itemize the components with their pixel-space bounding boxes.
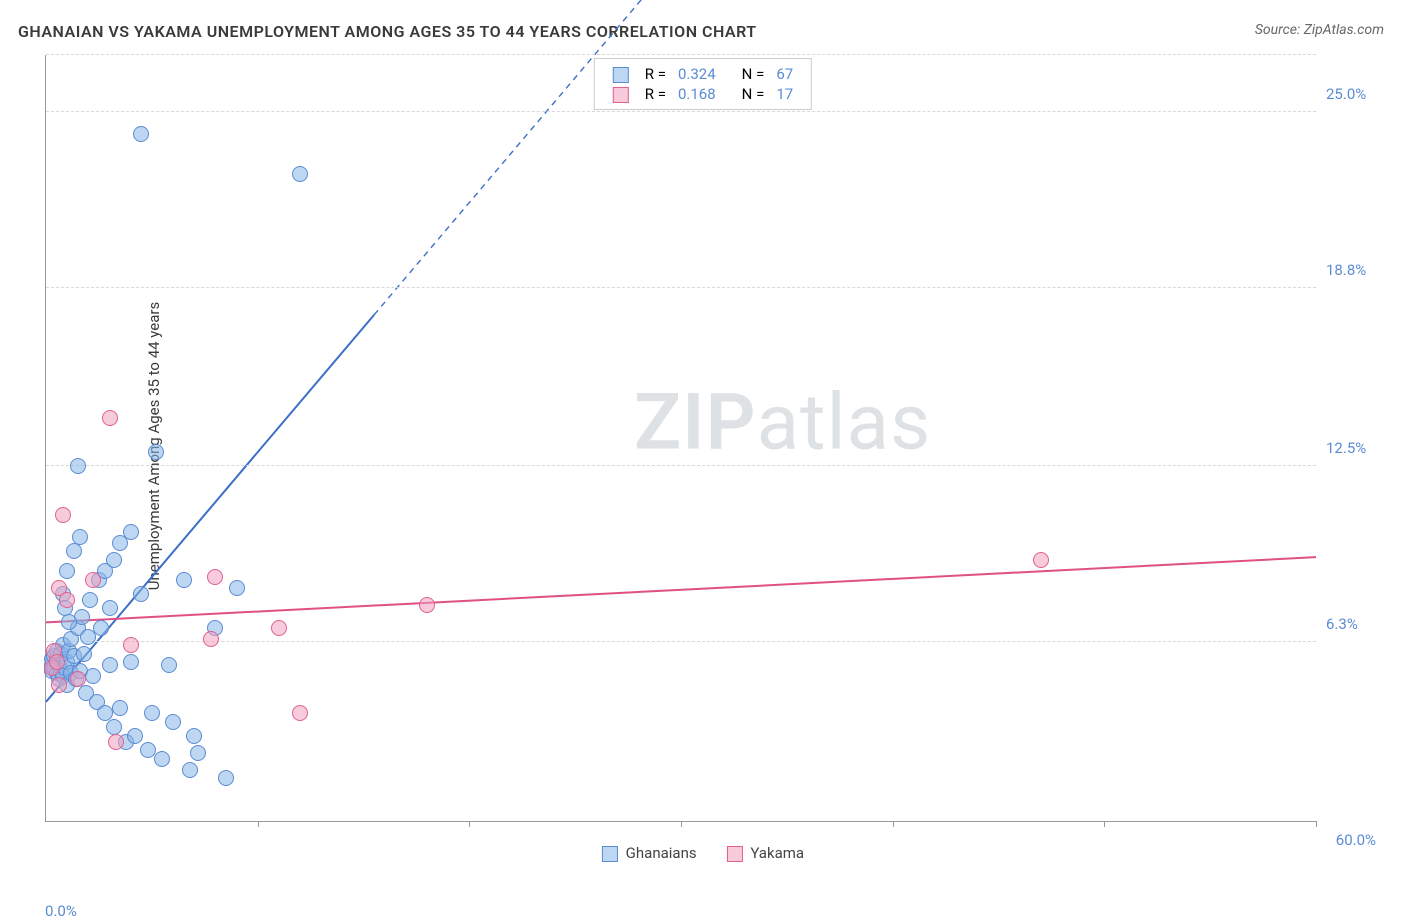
data-point — [123, 637, 139, 653]
data-point — [182, 762, 198, 778]
gridline — [46, 54, 1316, 55]
legend-item: Ghanaians — [602, 844, 697, 862]
gridline — [46, 465, 1316, 466]
r-label: R = — [639, 64, 672, 84]
watermark: ZIPatlas — [634, 377, 931, 468]
data-point — [144, 705, 160, 721]
legend-label: Yakama — [750, 844, 804, 862]
data-point — [59, 563, 75, 579]
data-point — [176, 572, 192, 588]
data-point — [292, 166, 308, 182]
trend-lines — [46, 55, 1316, 821]
legend-label: Ghanaians — [626, 844, 697, 862]
y-tick-label: 25.0% — [1326, 85, 1391, 103]
data-point — [82, 592, 98, 608]
x-tick-min: 0.0% — [45, 902, 77, 920]
data-point — [133, 126, 149, 142]
legend-swatch — [727, 846, 743, 862]
data-point — [292, 705, 308, 721]
legend-swatch — [602, 846, 618, 862]
data-point — [102, 657, 118, 673]
data-point — [190, 745, 206, 761]
r-label: R = — [639, 84, 672, 104]
data-point — [148, 444, 164, 460]
r-value: 0.324 — [672, 64, 722, 84]
data-point — [1033, 552, 1049, 568]
data-point — [133, 586, 149, 602]
series-legend: Ghanaians Yakama — [602, 844, 804, 862]
y-tick-label: 12.5% — [1326, 439, 1391, 457]
data-point — [51, 677, 67, 693]
data-point — [70, 671, 86, 687]
trend-line-dashed — [374, 0, 1316, 315]
data-point — [102, 600, 118, 616]
data-point — [186, 728, 202, 744]
data-point — [55, 507, 71, 523]
legend-row: R =0.324 N =67 — [607, 64, 799, 84]
data-point — [59, 592, 75, 608]
data-point — [102, 410, 118, 426]
x-tick-mark — [1104, 821, 1105, 827]
x-tick-mark — [681, 821, 682, 827]
data-point — [271, 620, 287, 636]
plot-area: ZIPatlas 6.3%12.5%18.8%25.0%60.0% — [45, 55, 1316, 822]
legend-item: Yakama — [727, 844, 804, 862]
x-tick-mark — [1316, 821, 1317, 827]
source-label: Source: ZipAtlas.com — [1255, 22, 1384, 38]
gridline — [46, 111, 1316, 112]
n-label: N = — [736, 64, 771, 84]
data-point — [108, 734, 124, 750]
data-point — [85, 668, 101, 684]
data-point — [112, 700, 128, 716]
data-point — [123, 524, 139, 540]
y-tick-label: 18.8% — [1326, 261, 1391, 279]
legend-swatch — [613, 67, 629, 83]
data-point — [218, 770, 234, 786]
gridline — [46, 641, 1316, 642]
data-point — [203, 631, 219, 647]
data-point — [123, 654, 139, 670]
data-point — [72, 529, 88, 545]
x-tick-max: 60.0% — [1336, 831, 1376, 849]
data-point — [207, 569, 223, 585]
n-value: 67 — [770, 64, 799, 84]
n-label: N = — [736, 84, 771, 104]
data-point — [106, 552, 122, 568]
gridline — [46, 287, 1316, 288]
data-point — [61, 614, 77, 630]
data-point — [419, 597, 435, 613]
x-tick-mark — [469, 821, 470, 827]
x-tick-mark — [258, 821, 259, 827]
data-point — [127, 728, 143, 744]
data-point — [93, 620, 109, 636]
legend-row: R =0.168 N =17 — [607, 84, 799, 104]
correlation-legend: R =0.324 N =67 R =0.168 N =17 — [594, 58, 812, 110]
data-point — [229, 580, 245, 596]
data-point — [66, 543, 82, 559]
y-tick-label: 6.3% — [1326, 615, 1391, 633]
data-point — [49, 654, 65, 670]
x-tick-mark — [893, 821, 894, 827]
chart-title: GHANAIAN VS YAKAMA UNEMPLOYMENT AMONG AG… — [18, 22, 757, 41]
r-value: 0.168 — [672, 84, 722, 104]
data-point — [76, 646, 92, 662]
data-point — [154, 751, 170, 767]
legend-swatch — [613, 87, 629, 103]
data-point — [165, 714, 181, 730]
data-point — [161, 657, 177, 673]
data-point — [85, 572, 101, 588]
data-point — [140, 742, 156, 758]
data-point — [70, 458, 86, 474]
n-value: 17 — [770, 84, 799, 104]
